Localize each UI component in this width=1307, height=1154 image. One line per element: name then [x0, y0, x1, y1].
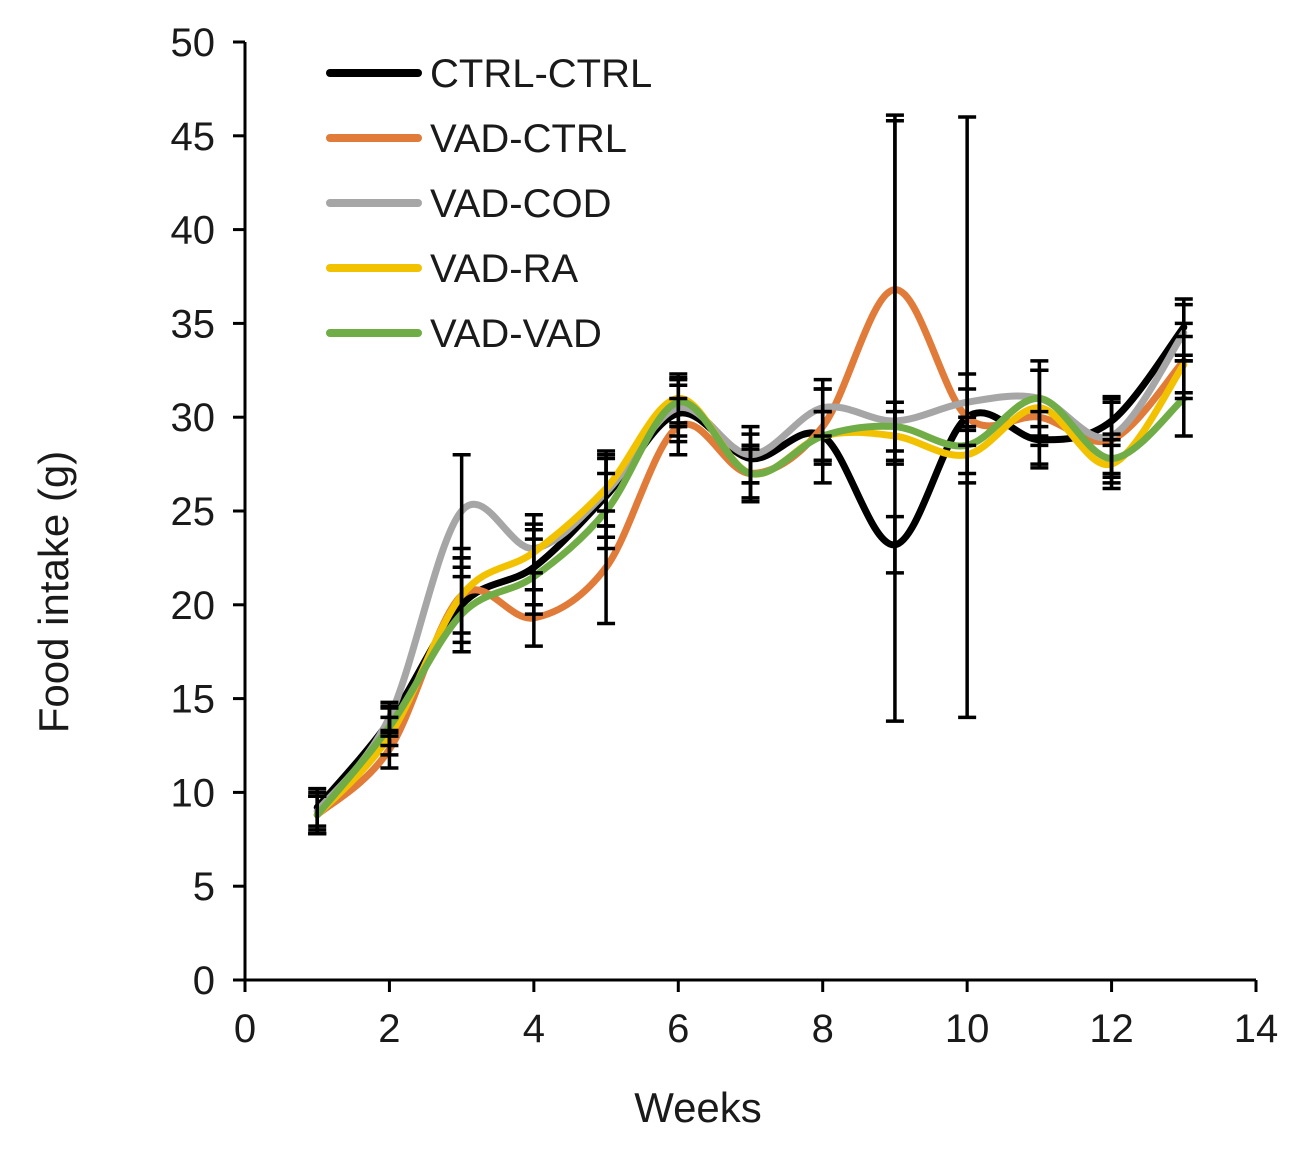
y-tick-label: 25 [171, 490, 216, 534]
error-bar-vad-vad [813, 409, 832, 463]
x-tick-label: 12 [1089, 1007, 1134, 1051]
y-tick-label: 10 [171, 771, 216, 815]
error-bar-vad-vad [452, 574, 471, 654]
legend-item-vad-cod: VAD-COD [326, 182, 611, 226]
y-tick-label: 40 [171, 209, 216, 253]
y-tick-label: 50 [171, 21, 216, 65]
error-bar-vad-vad [741, 447, 760, 500]
y-tick-label: 5 [193, 865, 215, 909]
legend-label: VAD-COD [430, 182, 611, 226]
x-tick-label: 8 [812, 1007, 834, 1051]
legend-label: VAD-VAD [430, 312, 602, 356]
y-tick-label: 45 [171, 115, 216, 159]
x-tick-label: 2 [378, 1007, 400, 1051]
legend-item-ctrl-ctrl: CTRL-CTRL [326, 52, 652, 96]
error-bar-vad-vad [1174, 359, 1193, 438]
error-bar-vad-vad [308, 794, 327, 836]
error-bars-layer [308, 113, 1193, 836]
y-tick-label: 0 [193, 959, 215, 1003]
error-bar-vad-vad [669, 376, 688, 429]
legend-label: VAD-CTRL [430, 117, 627, 161]
x-tick-label: 10 [945, 1007, 990, 1051]
error-bar-vad-vad [885, 400, 904, 453]
series-line-vad-ctrl [313, 286, 1188, 819]
x-tick-label: 6 [667, 1007, 689, 1051]
legend: CTRL-CTRL VAD-CTRL VAD-COD VAD-RA VAD-VAD [326, 52, 652, 356]
legend-item-vad-vad: VAD-VAD [326, 312, 602, 356]
x-axis-title: Weeks [634, 1084, 762, 1131]
error-bar-vad-vad [597, 471, 616, 551]
y-tick-label: 20 [171, 584, 216, 628]
legend-item-vad-ra: VAD-RA [326, 247, 578, 291]
x-tick-label: 0 [234, 1007, 256, 1051]
y-tick-label: 35 [171, 302, 216, 346]
error-bar-vad-vad [958, 415, 977, 476]
error-bar-vad-vad [524, 537, 543, 616]
error-bar-vad-cod [452, 452, 471, 570]
legend-item-vad-ctrl: VAD-CTRL [326, 117, 627, 161]
x-tick-label: 4 [523, 1007, 545, 1051]
y-tick-label: 15 [171, 678, 216, 722]
legend-label: CTRL-CTRL [430, 52, 652, 96]
series-line-ctrl-ctrl [313, 323, 1188, 811]
axes-layer: 0 2 4 6 8 10 12 14 0 5 10 15 20 25 30 35 40 45 50 [171, 21, 1279, 1051]
y-axis-title: Food intake (g) [30, 451, 77, 733]
error-bar-vad-vad [1102, 432, 1121, 485]
legend-label: VAD-RA [430, 247, 578, 291]
y-tick-label: 30 [171, 396, 216, 440]
error-bar-vad-vad [380, 706, 399, 748]
error-bar-vad-vad [1030, 368, 1049, 429]
x-tick-label: 14 [1234, 1007, 1279, 1051]
series-layer [313, 286, 1188, 819]
